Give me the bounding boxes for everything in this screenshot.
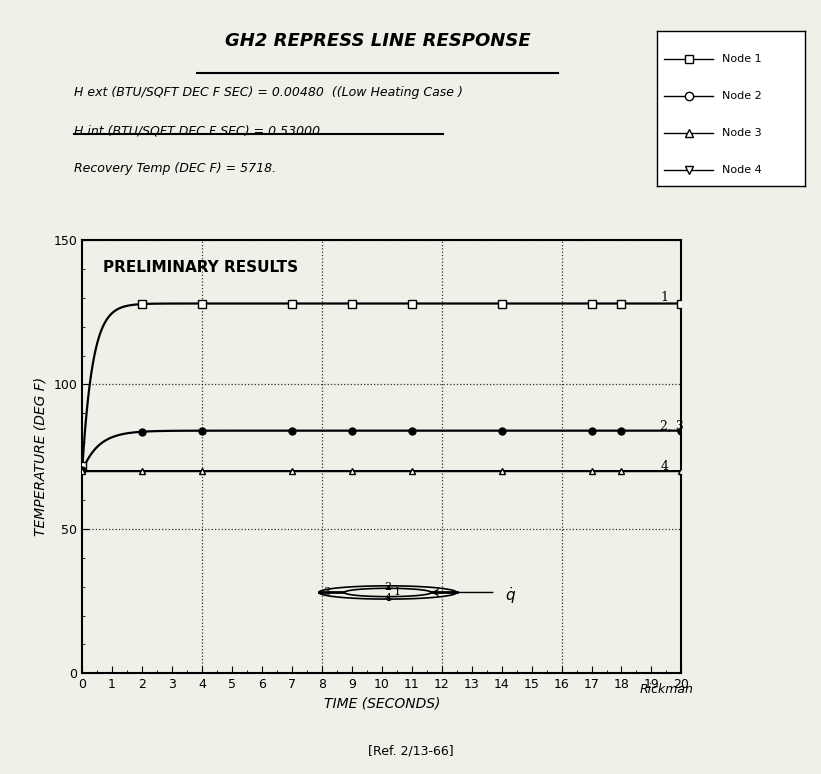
X-axis label: TIME (SECONDS): TIME (SECONDS) (323, 697, 440, 711)
Text: 2: 2 (384, 581, 392, 591)
Text: Node 3: Node 3 (722, 128, 761, 138)
Text: Recovery Temp (DEC F) = 5718.: Recovery Temp (DEC F) = 5718. (74, 162, 276, 175)
Text: Node 1: Node 1 (722, 54, 761, 63)
Text: Node 4: Node 4 (722, 166, 762, 175)
Text: [Ref. 2/13-66]: [Ref. 2/13-66] (368, 745, 453, 758)
Text: 4: 4 (660, 461, 668, 473)
Text: H int (BTU/SQFT DEC F SEC) = 0.53000: H int (BTU/SQFT DEC F SEC) = 0.53000 (74, 125, 320, 138)
Text: $\dot{q}$: $\dot{q}$ (505, 585, 516, 606)
Y-axis label: TEMPERATURE (DEG F): TEMPERATURE (DEG F) (34, 377, 48, 536)
Text: 1: 1 (393, 587, 401, 598)
Text: H ext (BTU/SQFT DEC F SEC) = 0.00480  ((Low Heating Case ): H ext (BTU/SQFT DEC F SEC) = 0.00480 ((L… (74, 86, 463, 98)
Text: GH2 REPRESS LINE RESPONSE: GH2 REPRESS LINE RESPONSE (225, 33, 530, 50)
Text: 1: 1 (660, 291, 668, 304)
Text: PRELIMINARY RESULTS: PRELIMINARY RESULTS (103, 260, 298, 276)
Text: Rickman: Rickman (640, 683, 694, 696)
Text: 4: 4 (384, 594, 392, 603)
Text: Node 2: Node 2 (722, 91, 762, 101)
Text: 3: 3 (323, 587, 331, 598)
Text: 2, 3: 2, 3 (660, 420, 684, 433)
